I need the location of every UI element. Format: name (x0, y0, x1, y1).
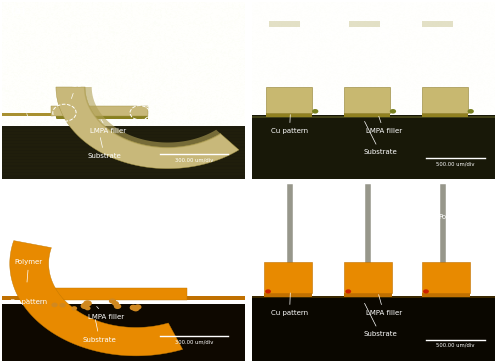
Circle shape (59, 303, 66, 307)
Bar (421, 293, 470, 297)
Text: Substrate: Substrate (83, 319, 116, 343)
Circle shape (37, 300, 44, 305)
Bar (349, 21, 380, 26)
Text: 300.00 um/div: 300.00 um/div (175, 158, 214, 163)
Polygon shape (84, 87, 221, 148)
Bar (264, 262, 312, 293)
Circle shape (109, 298, 116, 304)
Bar (251, 295, 495, 361)
Bar (2, 113, 124, 116)
Text: Cu pattern: Cu pattern (10, 299, 47, 305)
Circle shape (114, 303, 121, 309)
Text: Cu pattern: Cu pattern (271, 115, 308, 134)
Text: Substrate: Substrate (363, 303, 397, 337)
Bar (421, 113, 468, 117)
Bar (251, 296, 495, 298)
Circle shape (390, 109, 396, 114)
Bar (266, 113, 312, 117)
Circle shape (345, 289, 351, 294)
Circle shape (134, 304, 142, 310)
Bar (421, 21, 453, 26)
Bar (421, 87, 468, 113)
Circle shape (83, 300, 92, 307)
Text: Polymer: Polymer (305, 214, 333, 243)
Bar (22, 289, 187, 300)
Text: Substrate: Substrate (87, 138, 121, 159)
Text: LMPA filler: LMPA filler (90, 119, 126, 134)
Bar (344, 113, 390, 117)
Bar (2, 126, 246, 179)
Text: Polymer: Polymer (439, 214, 467, 243)
Circle shape (312, 109, 319, 114)
Text: 500.00 um/div: 500.00 um/div (436, 343, 475, 348)
Circle shape (423, 289, 429, 294)
Text: Polymer: Polymer (305, 32, 333, 61)
Text: Cu pattern: Cu pattern (10, 114, 47, 122)
Polygon shape (56, 87, 239, 169)
Text: Lead: Lead (36, 227, 54, 244)
Bar (264, 293, 312, 297)
Bar (251, 115, 495, 179)
Bar (266, 87, 312, 113)
Bar (251, 116, 495, 118)
Text: LMPA filler: LMPA filler (366, 295, 402, 316)
Text: Polymer: Polymer (167, 258, 196, 282)
Polygon shape (10, 241, 182, 356)
Text: Polymer: Polymer (146, 91, 191, 107)
Text: Polymer: Polymer (17, 75, 54, 103)
Text: LMPA filler: LMPA filler (366, 116, 402, 134)
Circle shape (71, 306, 77, 310)
Bar (51, 106, 148, 116)
Text: Polymer: Polymer (14, 258, 43, 282)
Circle shape (265, 289, 271, 294)
Text: 500.00 um/div: 500.00 um/div (436, 161, 475, 166)
Text: Substrate: Substrate (363, 121, 397, 155)
Bar (344, 262, 393, 293)
Text: (a): (a) (10, 6, 25, 16)
Bar (344, 293, 393, 297)
Bar (344, 87, 390, 113)
Circle shape (468, 109, 474, 114)
Circle shape (81, 303, 89, 309)
Circle shape (130, 305, 137, 310)
Circle shape (85, 306, 90, 310)
Bar (268, 21, 300, 26)
Text: Lead: Lead (373, 214, 390, 243)
Text: Lead: Lead (187, 43, 214, 62)
Text: Lead: Lead (373, 32, 390, 61)
Bar (2, 305, 246, 361)
Bar (56, 116, 148, 119)
Circle shape (112, 301, 119, 306)
Text: Heel: Heel (124, 82, 140, 98)
Text: LMPA filler: LMPA filler (87, 306, 124, 319)
Text: Cu pattern: Cu pattern (271, 293, 308, 316)
Circle shape (132, 306, 140, 311)
Bar (2, 296, 246, 300)
Text: Polymer: Polymer (439, 32, 467, 61)
Text: (b): (b) (10, 188, 26, 198)
Bar (421, 262, 470, 293)
Text: 300.00 um/div: 300.00 um/div (175, 339, 214, 344)
Circle shape (51, 303, 58, 307)
Text: Toc: Toc (71, 82, 82, 99)
Circle shape (130, 305, 137, 310)
